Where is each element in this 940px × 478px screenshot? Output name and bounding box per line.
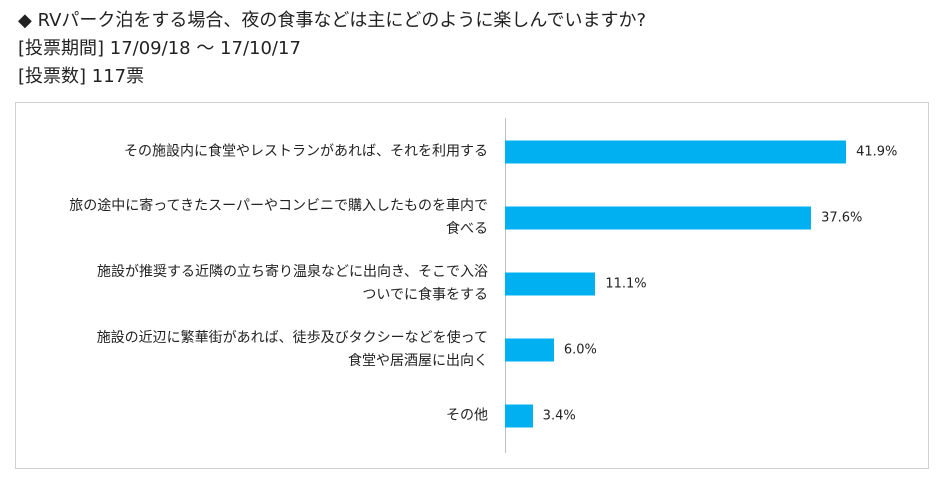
plot-frame xyxy=(15,102,929,469)
bar xyxy=(505,338,554,362)
value-label: 11.1% xyxy=(605,276,647,292)
category-label: その他 xyxy=(446,407,488,424)
bar xyxy=(505,206,812,230)
value-label: 3.4% xyxy=(542,408,576,424)
value-label: 41.9% xyxy=(856,144,898,160)
chart-title: ◆ RVパーク泊をする場合、夜の食事などは主にどのように楽しんでいますか? xyxy=(18,10,647,31)
category-label: 施設が推奨する近隣の立ち寄り温泉などに出向き、そこで入浴 ついでに食事をする xyxy=(96,264,488,303)
bar xyxy=(505,140,847,164)
bar xyxy=(505,404,533,428)
value-label: 37.6% xyxy=(821,210,863,226)
category-label: その施設内に食堂やレストランがあれば、それを利用する xyxy=(124,143,488,160)
category-label: 施設の近辺に繁華街があれば、徒歩及びタクシーなどを使って 食堂や居酒屋に出向く xyxy=(96,330,488,369)
category-label: 旅の途中に寄ってきたスーパーやコンビニで購入したものを車内で 食べる xyxy=(69,198,488,237)
subtitle: [投票期間] 17/09/18 ～ 17/10/17 xyxy=(18,38,301,59)
subtitle: [投票数] 117票 xyxy=(18,66,145,87)
bar xyxy=(505,272,596,296)
value-label: 6.0% xyxy=(563,342,597,358)
